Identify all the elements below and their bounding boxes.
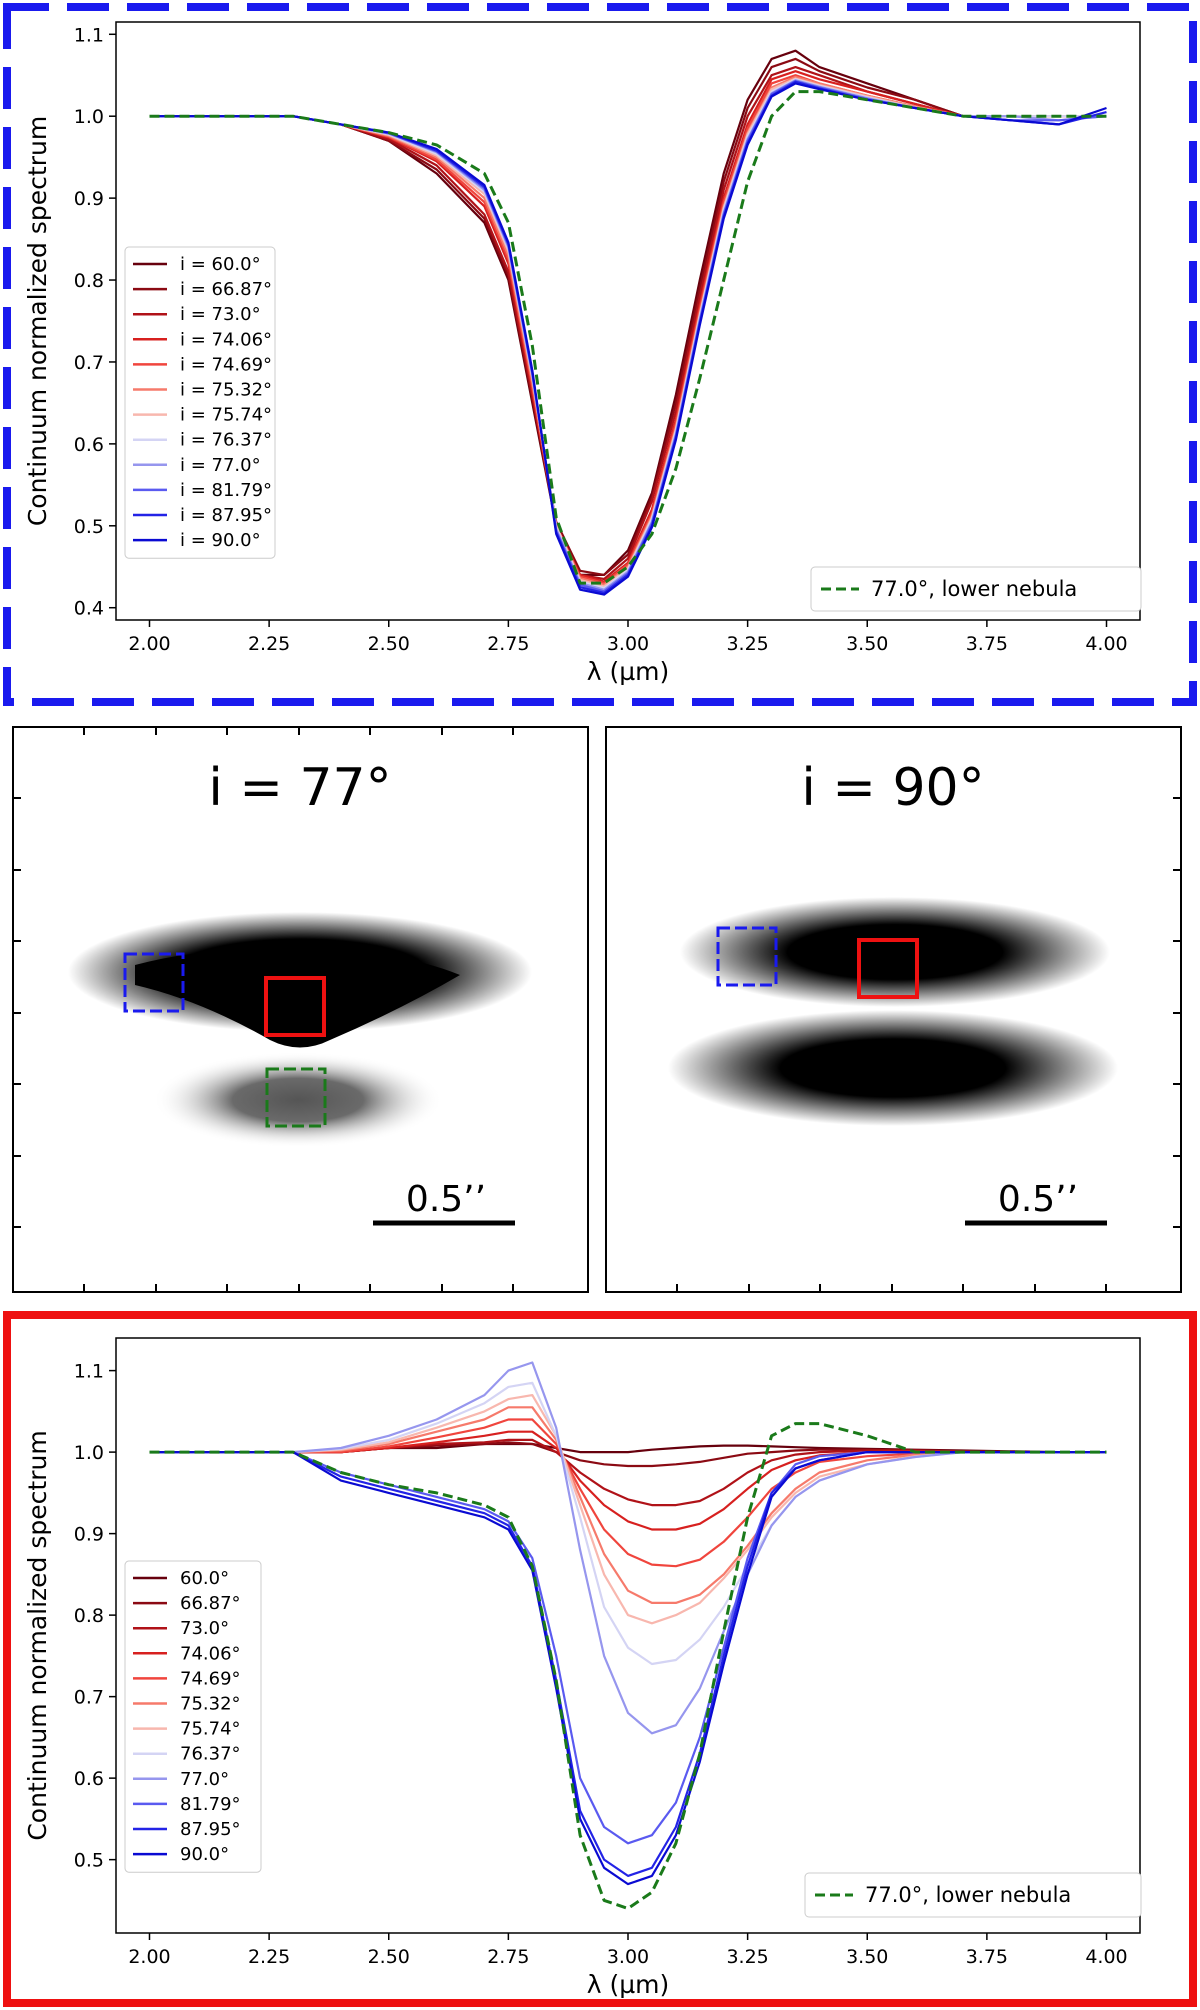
legend-label: 66.87° xyxy=(180,1593,241,1614)
x-axis-label: λ (µm) xyxy=(587,657,670,686)
x-tick-label: 3.00 xyxy=(607,633,649,655)
y-tick-label: 0.4 xyxy=(74,598,104,620)
series-line xyxy=(149,1422,1107,1910)
x-tick-label: 2.00 xyxy=(128,633,170,655)
left-ticks xyxy=(13,727,514,1292)
legend-label: 87.95° xyxy=(180,1819,241,1840)
x-tick-label: 3.50 xyxy=(846,1946,888,1968)
legend-label: 77.0° xyxy=(180,1769,229,1790)
x-tick-label: 2.00 xyxy=(128,1946,170,1968)
legend-label: i = 75.74° xyxy=(180,405,272,426)
y-tick-label: 0.7 xyxy=(74,1687,104,1709)
x-tick-label: 4.00 xyxy=(1085,1946,1127,1968)
y-tick-label: 1.0 xyxy=(74,106,104,128)
lower-nebula-right xyxy=(668,1010,1118,1126)
upper-nebula-core-left xyxy=(135,949,460,1048)
x-tick-label: 3.25 xyxy=(726,1946,768,1968)
x-axis-label: λ (µm) xyxy=(587,1970,670,1999)
y-tick-label: 0.5 xyxy=(74,516,104,538)
series-line xyxy=(149,1418,1107,1568)
series-line xyxy=(149,90,1107,585)
x-tick-label: 2.25 xyxy=(248,1946,290,1968)
y-tick-label: 0.6 xyxy=(74,434,104,456)
legend-label: i = 76.37° xyxy=(180,430,272,451)
top-frame xyxy=(3,3,1197,706)
y-tick-label: 0.5 xyxy=(74,1850,104,1872)
image-panel-right: i = 90° 0.5’’ xyxy=(605,726,1182,1293)
legend-label: 60.0° xyxy=(180,1568,229,1589)
legend-label: 76.37° xyxy=(180,1744,241,1765)
legend-label: 73.0° xyxy=(180,1618,229,1639)
y-tick-label: 0.6 xyxy=(74,1768,104,1790)
x-tick-label: 3.25 xyxy=(726,633,768,655)
legend-box xyxy=(124,246,276,559)
y-tick-label: 0.9 xyxy=(74,1524,104,1546)
legend-label: i = 73.0° xyxy=(180,304,261,325)
y-tick-label: 0.7 xyxy=(74,352,104,374)
x-tick-label: 2.75 xyxy=(487,1946,529,1968)
legend2-label: 77.0°, lower nebula xyxy=(865,1883,1071,1907)
x-tick-label: 2.50 xyxy=(368,633,410,655)
legend2-label: 77.0°, lower nebula xyxy=(871,577,1077,601)
y-tick-label: 0.8 xyxy=(74,1605,104,1627)
top-spectrum-chart: 2.00 2.25 2.50 2.75 3.00 3.25 3.50 3.75 4.00 0.4 0… xyxy=(23,21,1142,686)
legend2-box xyxy=(804,1872,1142,1918)
panel-title-left: i = 77° xyxy=(208,758,391,818)
panel-title-right: i = 90° xyxy=(801,758,984,818)
series-line xyxy=(149,1406,1107,1605)
blue-aperture-right xyxy=(716,926,778,987)
x-tick-label: 2.75 xyxy=(487,633,529,655)
bottom-axes-frame xyxy=(115,1337,1141,1934)
y-tick-label: 1.1 xyxy=(74,1361,104,1383)
lower-nebula-left xyxy=(153,1052,443,1148)
legend-label: i = 66.87° xyxy=(180,279,272,300)
x-tick-label: 2.25 xyxy=(248,633,290,655)
legend-label: 75.32° xyxy=(180,1694,241,1715)
red-aperture-left xyxy=(264,976,326,1037)
y-axis-label: Continuum normalized spectrum xyxy=(23,1430,52,1840)
legend-label: 74.06° xyxy=(180,1643,241,1664)
x-tick-label: 3.75 xyxy=(966,633,1008,655)
right-ticks xyxy=(676,797,1181,1292)
legend-box xyxy=(124,1560,262,1873)
legend-label: 90.0° xyxy=(180,1844,229,1865)
legend2-box xyxy=(810,566,1142,612)
bottom-spectrum-chart: 2.00 2.25 2.50 2.75 3.00 3.25 3.50 3.75 4.00 0.5 0… xyxy=(23,1337,1142,1999)
x-tick-label: 3.50 xyxy=(846,633,888,655)
legend-label: i = 90.0° xyxy=(180,530,261,551)
image-panel-left: i = 77° 0.5’’ xyxy=(12,726,589,1293)
y-tick-label: 0.9 xyxy=(74,188,104,210)
y-tick-label: 0.8 xyxy=(74,270,104,292)
top-axes-frame xyxy=(115,21,1141,621)
green-aperture-left xyxy=(265,1067,327,1128)
x-tick-label: 3.75 xyxy=(966,1946,1008,1968)
legend-label: i = 87.95° xyxy=(180,505,272,526)
legend-label: i = 81.79° xyxy=(180,480,272,501)
legend-label: i = 75.32° xyxy=(180,380,272,401)
red-aperture-right xyxy=(857,938,919,999)
legend-label: 81.79° xyxy=(180,1794,241,1815)
series-line xyxy=(149,1361,1107,1735)
y-tick-label: 1.1 xyxy=(74,24,104,46)
series-line xyxy=(149,1450,1107,1886)
upper-nebula-right xyxy=(680,897,1110,1007)
blue-aperture-left xyxy=(123,952,185,1013)
y-tick-label: 1.0 xyxy=(74,1442,104,1464)
legend-label: i = 74.69° xyxy=(180,354,272,375)
legend-label: 74.69° xyxy=(180,1668,241,1689)
legend-label: i = 60.0° xyxy=(180,254,261,275)
legend-label: 75.74° xyxy=(180,1719,241,1740)
bottom-frame xyxy=(3,1311,1197,2007)
scale-label-right: 0.5’’ xyxy=(998,1179,1078,1220)
x-tick-label: 4.00 xyxy=(1085,633,1127,655)
scale-label-left: 0.5’’ xyxy=(406,1179,486,1220)
x-tick-label: 2.50 xyxy=(368,1946,410,1968)
legend-label: i = 74.06° xyxy=(180,329,272,350)
legend-label: i = 77.0° xyxy=(180,455,261,476)
y-axis-label: Continuum normalized spectrum xyxy=(23,116,52,526)
x-tick-label: 3.00 xyxy=(607,1946,649,1968)
